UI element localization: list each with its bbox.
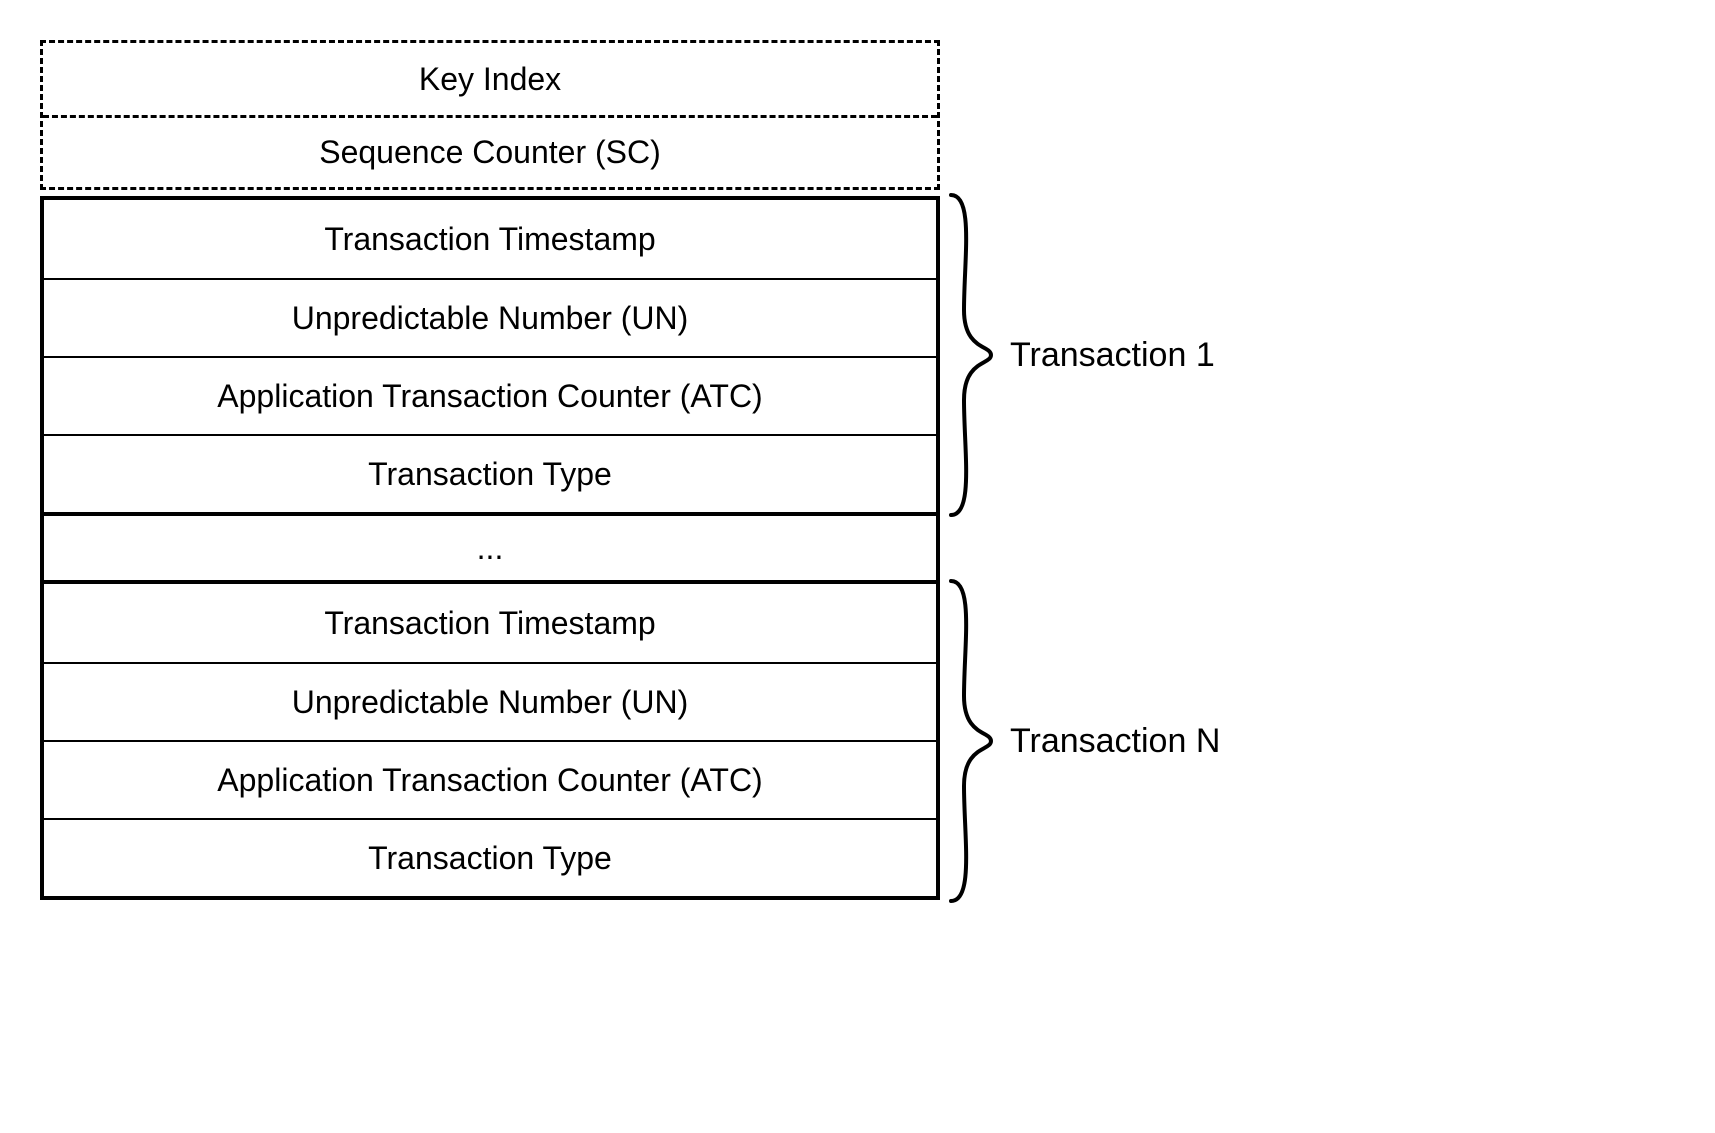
ellipsis-row: ... xyxy=(40,516,940,580)
cell-label: Unpredictable Number (UN) xyxy=(292,300,689,337)
group-cell-un: Unpredictable Number (UN) xyxy=(44,662,936,740)
cell-label: Unpredictable Number (UN) xyxy=(292,684,689,721)
cell-label: Transaction Type xyxy=(368,456,612,493)
header-label: Sequence Counter (SC) xyxy=(319,134,661,171)
cell-label: Transaction Timestamp xyxy=(324,605,655,642)
cell-label: Transaction Type xyxy=(368,840,612,877)
cell-label: Application Transaction Counter (ATC) xyxy=(217,762,762,799)
brace-label: Transaction N xyxy=(1010,722,1220,761)
group-cell-un: Unpredictable Number (UN) xyxy=(44,278,936,356)
brace-group-1: Transaction 1 xyxy=(946,190,1215,520)
brace-icon xyxy=(946,190,996,520)
transaction-log-diagram: Key Index Sequence Counter (SC) Transact… xyxy=(40,40,1675,900)
cell-label: Application Transaction Counter (ATC) xyxy=(217,378,762,415)
ellipsis-label: ... xyxy=(477,530,504,567)
group-cell-timestamp: Transaction Timestamp xyxy=(44,584,936,662)
cell-label: Transaction Timestamp xyxy=(324,221,655,258)
header-cell-sequence-counter: Sequence Counter (SC) xyxy=(43,115,937,187)
field-stack: Key Index Sequence Counter (SC) Transact… xyxy=(40,40,940,900)
group-cell-type: Transaction Type xyxy=(44,818,936,896)
transaction-group-n: Transaction Timestamp Unpredictable Numb… xyxy=(40,580,940,900)
header-label: Key Index xyxy=(419,61,561,98)
brace-group-n: Transaction N xyxy=(946,576,1220,906)
brace-label: Transaction 1 xyxy=(1010,336,1215,375)
header-cell-key-index: Key Index xyxy=(43,43,937,115)
brace-icon xyxy=(946,576,996,906)
group-cell-timestamp: Transaction Timestamp xyxy=(44,200,936,278)
header-box: Key Index Sequence Counter (SC) xyxy=(40,40,940,190)
transaction-group-1: Transaction Timestamp Unpredictable Numb… xyxy=(40,196,940,516)
group-cell-atc: Application Transaction Counter (ATC) xyxy=(44,356,936,434)
group-cell-atc: Application Transaction Counter (ATC) xyxy=(44,740,936,818)
group-cell-type: Transaction Type xyxy=(44,434,936,512)
